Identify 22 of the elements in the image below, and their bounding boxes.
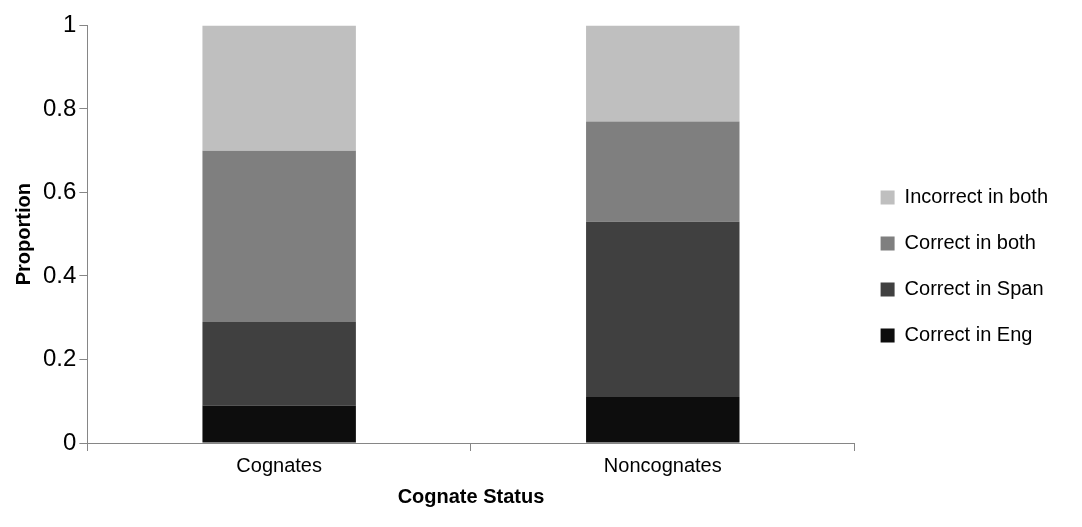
legend-label: Correct in Eng [904,323,1033,346]
bar [586,397,740,443]
x-tick-label: Cognates [236,453,322,476]
y-tick-label: 0 [63,427,77,455]
legend-label: Correct in Span [904,277,1044,300]
x-axis-title: Cognate Status [397,484,545,507]
y-axis-title: Proportion [11,183,34,286]
bar [586,25,740,122]
bar [202,321,356,406]
legend-label: Correct in both [904,231,1036,254]
bar [202,405,356,443]
legend-label: Incorrect in both [904,185,1049,208]
bar [586,221,740,398]
bar [202,25,356,151]
y-tick-label: 0.8 [42,93,77,121]
y-tick-label: 0.6 [42,177,77,205]
y-tick-label: 0.2 [42,344,77,372]
y-tick-label: 0.4 [42,260,77,288]
x-tick-label: Noncognates [603,453,722,476]
bar [202,150,356,322]
bar [586,121,740,222]
y-tick-label: 1 [63,10,77,38]
